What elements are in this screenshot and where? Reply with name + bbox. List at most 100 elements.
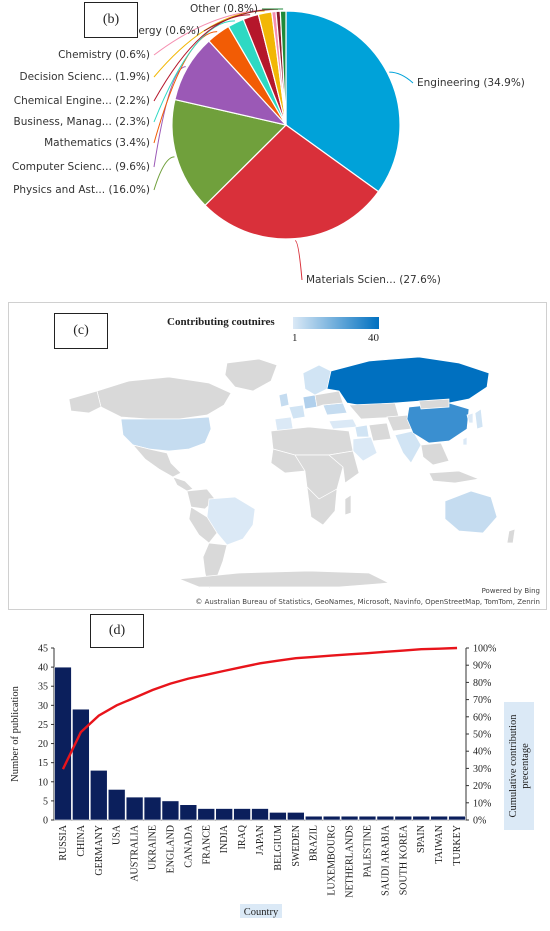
bar xyxy=(108,789,125,820)
x-tick-label: BRAZIL xyxy=(309,825,320,861)
bar xyxy=(431,816,448,820)
x-axis-title: Country xyxy=(244,907,279,918)
pie-slice-label: Decision Scienc... (1.9%) xyxy=(19,71,150,83)
pie-chart: Engineering (34.9%) Materials Scien... (2… xyxy=(0,0,550,300)
y2-tick-label: 70% xyxy=(473,695,491,706)
map-madagascar xyxy=(345,495,351,515)
pie-slice-label: Computer Scienc... (9.6%) xyxy=(12,161,150,173)
pie-slice-label: Chemistry (0.6%) xyxy=(58,49,150,61)
bar xyxy=(126,797,143,820)
bar xyxy=(377,816,394,820)
x-tick-label: FRANCE xyxy=(201,825,212,864)
x-tick-label: SOUTH KOREA xyxy=(398,824,409,895)
map-se-asia xyxy=(421,443,449,465)
pie-leader-line xyxy=(389,72,413,83)
panel-label-d: (d) xyxy=(90,614,144,648)
map-central-america xyxy=(173,477,193,491)
y-tick-label: 25 xyxy=(38,720,48,731)
x-tick-label: SAUDI ARABIA xyxy=(380,824,391,896)
bar xyxy=(413,816,430,820)
map-credit: © Australian Bureau of Statistics, GeoNa… xyxy=(195,598,540,606)
pie-leader-line xyxy=(154,157,174,190)
bar xyxy=(341,816,358,820)
pie-slice-label: Mathematics (3.4%) xyxy=(44,137,150,149)
bar xyxy=(287,812,304,820)
y2-tick-label: 30% xyxy=(473,764,491,775)
bar xyxy=(305,816,322,820)
x-tick-label: JAPAN xyxy=(255,825,266,855)
x-tick-label: CANADA xyxy=(183,824,194,868)
bar xyxy=(234,809,251,820)
y-axis-title: Number of publication xyxy=(10,685,21,781)
y2-tick-label: 50% xyxy=(473,730,491,741)
y2-tick-label: 60% xyxy=(473,712,491,723)
map-powered-by: Powered by Bing xyxy=(482,587,540,595)
map-uk xyxy=(279,393,289,407)
y-tick-label: 40 xyxy=(38,663,48,674)
x-tick-label: ENGLAND xyxy=(165,825,176,873)
x-tick-label: PALESTINE xyxy=(362,825,373,877)
x-tick-label: SWEDEN xyxy=(291,825,302,867)
map-brazil xyxy=(207,497,255,545)
map-indonesia xyxy=(429,471,479,483)
x-tick-label: UKRAINE xyxy=(148,825,159,870)
bar xyxy=(180,805,197,820)
svg-text:Cumulative contribution: Cumulative contribution xyxy=(508,714,519,818)
map-alaska xyxy=(69,391,101,413)
map-mongolia xyxy=(419,399,449,409)
map-russia xyxy=(327,357,489,407)
y2-tick-label: 80% xyxy=(473,678,491,689)
x-tick-label: TAIWAN xyxy=(434,825,445,864)
y2-tick-label: 90% xyxy=(473,661,491,672)
y-tick-label: 15 xyxy=(38,758,48,769)
map-canada xyxy=(97,377,231,419)
bar xyxy=(55,667,72,820)
pie-slice-label: Materials Scien... (27.6%) xyxy=(306,274,441,286)
y-tick-label: 20 xyxy=(38,739,48,750)
pie-slice-label: Other (0.8%) xyxy=(190,3,258,15)
cumulative-line xyxy=(63,648,457,769)
map-iraq xyxy=(355,425,369,437)
bar xyxy=(252,809,269,820)
svg-text:precentage: precentage xyxy=(520,743,531,789)
pie-slice-label: Business, Manag... (2.3%) xyxy=(14,116,150,128)
pie-chart-panel: Engineering (34.9%) Materials Scien... (2… xyxy=(0,0,550,300)
y-tick-label: 0 xyxy=(43,816,48,827)
map-greenland xyxy=(225,359,277,391)
y-tick-label: 30 xyxy=(38,701,48,712)
pie-slice-label: Engineering (34.9%) xyxy=(417,77,525,89)
map-new-zealand xyxy=(507,529,515,543)
bar xyxy=(323,816,340,820)
map-turkey xyxy=(329,419,357,429)
y-tick-label: 45 xyxy=(38,644,48,655)
bar xyxy=(269,812,286,820)
map-australia xyxy=(445,491,497,533)
x-tick-label: RUSSIA xyxy=(58,824,69,860)
y-tick-label: 35 xyxy=(38,682,48,693)
bar xyxy=(395,816,412,820)
map-scandinavia xyxy=(303,365,331,395)
map-france xyxy=(289,405,305,419)
y2-tick-label: 100% xyxy=(473,644,496,655)
world-map-panel: (c) Contributing coutnires 1 40 xyxy=(8,302,547,610)
x-tick-label: IRAQ xyxy=(237,824,248,849)
x-tick-label: NETHERLANDS xyxy=(345,825,356,898)
x-tick-label: GERMANY xyxy=(94,825,105,876)
x-tick-label: USA xyxy=(112,824,123,845)
y2-tick-label: 40% xyxy=(473,747,491,758)
x-tick-label: TURKEY xyxy=(452,825,463,866)
map-north-africa xyxy=(271,427,353,455)
map-iran xyxy=(369,423,391,441)
map-germany xyxy=(303,395,317,409)
bar xyxy=(216,809,233,820)
x-tick-label: LUXEMBOURG xyxy=(327,825,338,896)
x-tick-label: BELGIUM xyxy=(273,825,284,871)
bar xyxy=(90,770,107,820)
y2-tick-label: 0% xyxy=(473,816,486,827)
pie-slice-label: Physics and Ast... (16.0%) xyxy=(13,184,150,196)
bar xyxy=(198,809,215,820)
y-tick-label: 10 xyxy=(38,777,48,788)
bar xyxy=(144,797,161,820)
world-map xyxy=(9,303,546,609)
